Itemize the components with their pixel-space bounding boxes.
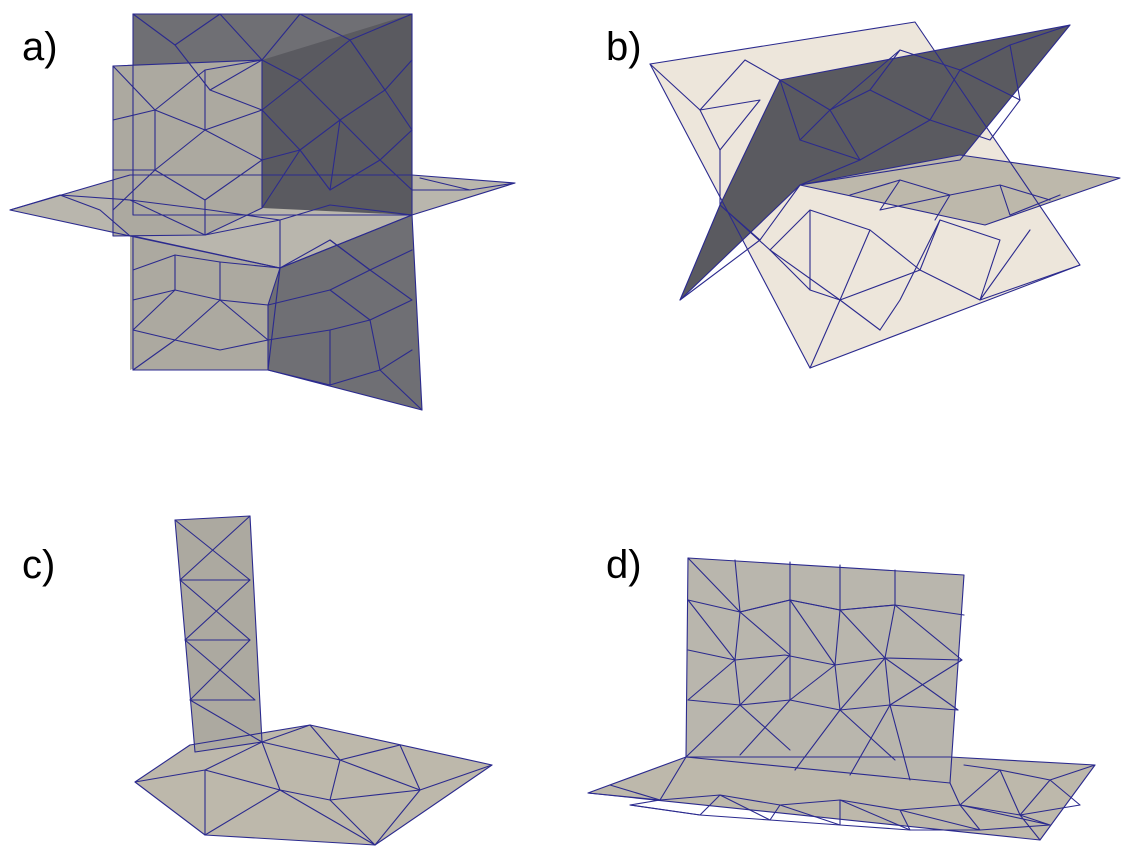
panel-a-mesh-edges bbox=[9, 13, 516, 411]
panel-b-label: b) bbox=[606, 25, 642, 69]
panel-b-dark-plane bbox=[680, 25, 1070, 300]
panel-d-mesh-edges bbox=[587, 557, 1096, 841]
panel-b-mesh-edges bbox=[649, 21, 1121, 369]
panel-c-mesh-edges bbox=[134, 515, 493, 846]
panel-d-label: d) bbox=[606, 543, 642, 587]
panel-c-label: c) bbox=[22, 543, 55, 587]
panel-a-lower-front-wing bbox=[130, 236, 200, 370]
panel-a-label: a) bbox=[22, 25, 58, 69]
panel-d: d) bbox=[587, 543, 1096, 841]
panel-c: c) bbox=[22, 515, 493, 846]
panel-d-floor bbox=[588, 757, 1095, 840]
panel-a-front-plane-upper bbox=[113, 60, 262, 236]
panel-d-wall bbox=[686, 558, 964, 783]
panel-a: a) bbox=[9, 13, 516, 411]
panel-a-right-plane-upper bbox=[262, 14, 412, 215]
panel-c-floor bbox=[135, 725, 492, 845]
panel-b: b) bbox=[606, 21, 1121, 369]
